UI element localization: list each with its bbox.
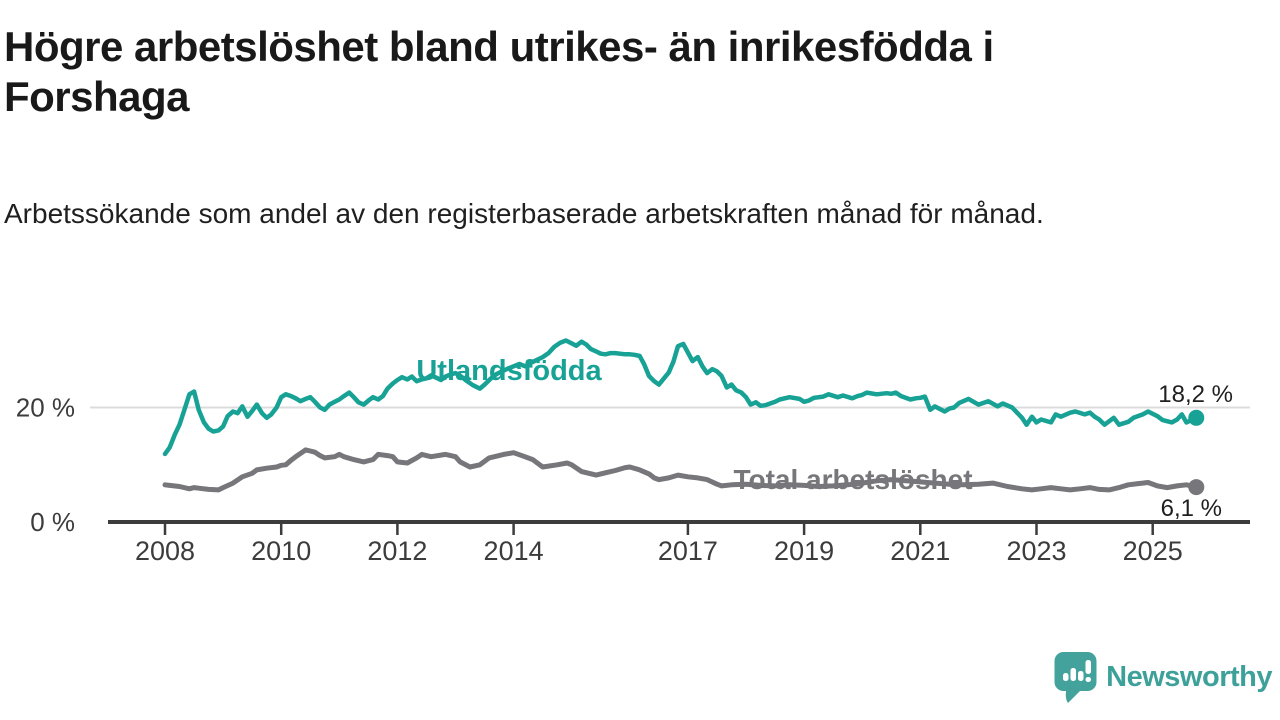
- series-end-dot-total: [1188, 479, 1205, 496]
- x-axis-label-2025: 2025: [1123, 536, 1183, 566]
- end-value-label-total: 6,1 %: [1161, 495, 1222, 522]
- unemployment-line-chart: 0 % 20 % 2008 2010 2012 2014 2017 2019 2021 2023 2…: [16, 338, 1250, 566]
- series-end-dot-utlandsfodda: [1188, 409, 1205, 426]
- series-line-total: [162, 447, 1199, 493]
- x-axis-label-2012: 2012: [367, 536, 427, 566]
- x-axis-label-2023: 2023: [1006, 536, 1066, 566]
- x-axis-label-2014: 2014: [484, 536, 544, 566]
- x-axis-label-2017: 2017: [658, 536, 718, 566]
- x-axis-label-2019: 2019: [774, 536, 834, 566]
- end-value-label-utlandsfodda: 18,2 %: [1158, 381, 1233, 408]
- page-title: Högre arbetslöshet bland utrikes- än inr…: [4, 23, 994, 120]
- series-label-utlandsfodda: Utlandsfödda: [416, 355, 602, 387]
- x-axis-label-2010: 2010: [251, 536, 311, 566]
- series-line-utlandsfodda: [162, 338, 1199, 457]
- brand-wordmark: Newsworthy: [1106, 661, 1272, 693]
- bar-chart-speech-bubble-icon: [1054, 652, 1097, 703]
- x-axis-label-2008: 2008: [135, 536, 195, 566]
- y-axis-label-0: 0 %: [30, 507, 75, 537]
- chart-subtitle: Arbetssökande som andel av den registerb…: [4, 198, 1044, 229]
- x-axis-label-2021: 2021: [890, 536, 950, 566]
- y-axis-label-20: 20 %: [16, 393, 75, 423]
- newsworthy-logo: Newsworthy: [1054, 651, 1272, 704]
- series-label-total: Total arbetslöshet: [733, 464, 972, 495]
